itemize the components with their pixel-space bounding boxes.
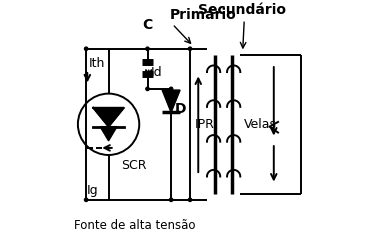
Text: C: C: [142, 18, 153, 32]
Circle shape: [84, 47, 88, 50]
Text: Id: Id: [151, 66, 163, 79]
Text: Velas: Velas: [244, 118, 277, 131]
Polygon shape: [162, 90, 180, 113]
Text: Ig: Ig: [87, 184, 98, 198]
Text: Primário: Primário: [170, 8, 237, 22]
Text: SCR: SCR: [122, 158, 147, 172]
Text: IPR: IPR: [195, 118, 215, 131]
Circle shape: [188, 198, 192, 201]
Text: Secundário: Secundário: [198, 3, 286, 17]
Circle shape: [84, 198, 88, 201]
Text: Fonte de alta tensão: Fonte de alta tensão: [74, 219, 196, 232]
Circle shape: [146, 87, 149, 91]
Circle shape: [169, 198, 173, 201]
Circle shape: [169, 87, 173, 91]
Circle shape: [146, 47, 149, 50]
Text: Ith: Ith: [89, 57, 105, 70]
Circle shape: [188, 47, 192, 50]
Polygon shape: [93, 108, 124, 127]
Polygon shape: [100, 127, 117, 141]
Text: D: D: [175, 102, 186, 116]
